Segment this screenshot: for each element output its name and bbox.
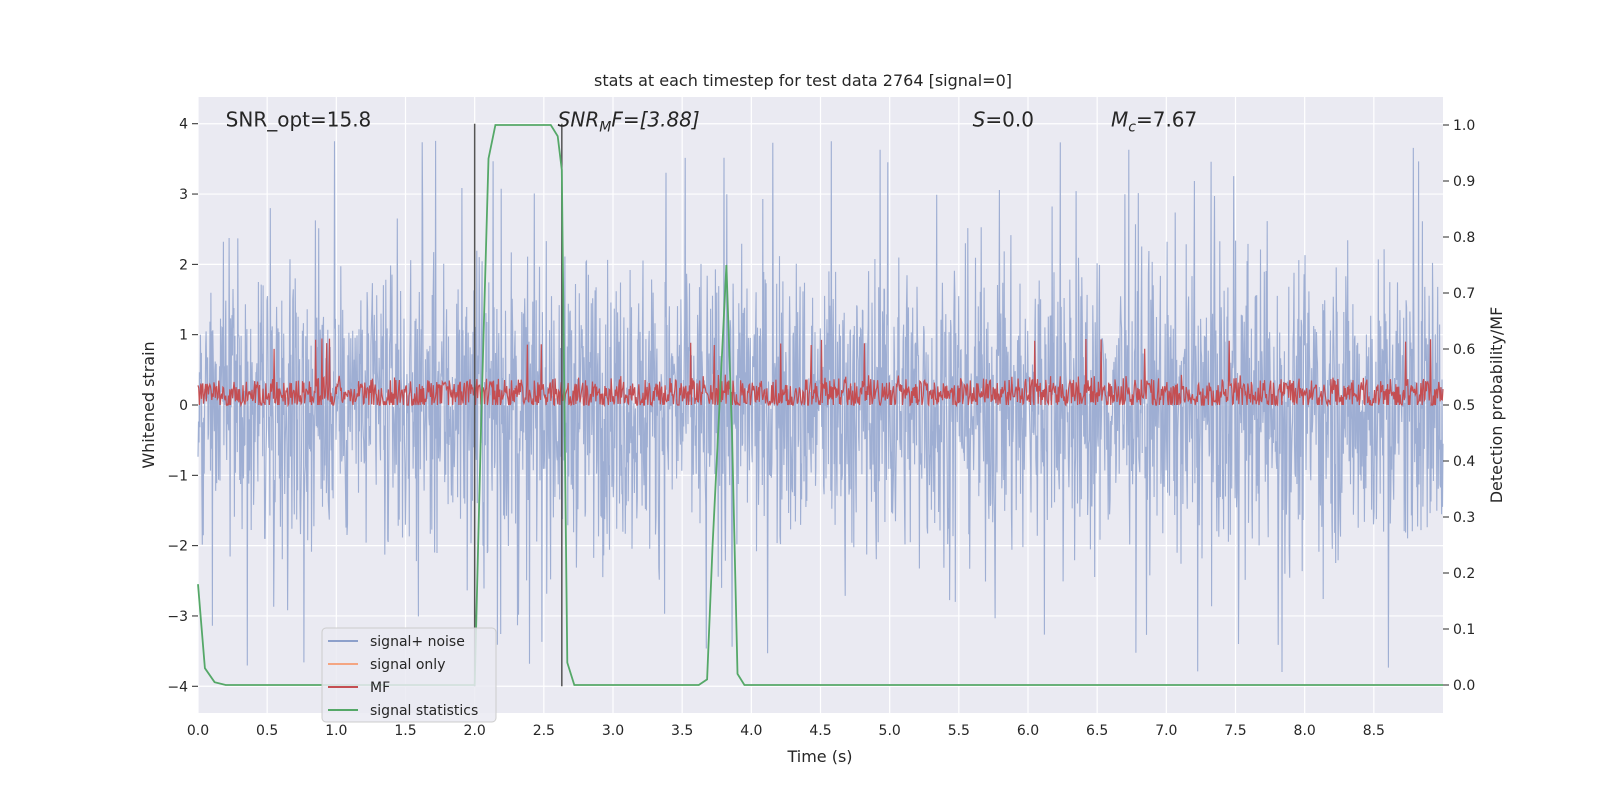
y-left-tick-label: 4 [179, 117, 188, 133]
chart-title: stats at each timestep for test data 276… [594, 71, 1012, 90]
y-right-tick-label: 0.9 [1453, 174, 1475, 190]
x-tick-label: 7.5 [1224, 723, 1246, 739]
annotation-1: SNRMF=[3.88] [558, 108, 700, 136]
y-right-tick-label: 0.0 [1453, 678, 1475, 694]
x-tick-label: 3.5 [671, 723, 693, 739]
x-tick-label: 5.5 [948, 723, 970, 739]
x-tick-label: 5.0 [879, 723, 901, 739]
annotation-2: S=0.0 [973, 108, 1034, 132]
x-tick-label: 6.5 [1086, 723, 1108, 739]
y-left-tick-label: 2 [179, 257, 188, 273]
annotation-suffix: F=[3.88] [611, 108, 699, 132]
y-right-tick-label: 0.4 [1453, 454, 1475, 470]
x-tick-label: 3.0 [602, 723, 624, 739]
y-left-tick-label: −4 [167, 679, 188, 695]
legend-entry-label: MF [370, 680, 390, 696]
x-tick-label: 0.5 [256, 723, 278, 739]
y-right-tick-label: 0.6 [1453, 342, 1475, 358]
annotation-main: S [973, 108, 986, 132]
x-tick-label: 4.5 [809, 723, 831, 739]
annotation-3: Mc=7.67 [1111, 108, 1197, 136]
annotation-subscript: c [1128, 120, 1136, 136]
x-tick-label: 1.5 [394, 723, 416, 739]
y-left-tick-label: −1 [167, 468, 188, 484]
y-right-axis-label: Detection probability/MF [1487, 307, 1506, 504]
annotations: SNR_opt=15.8 SNRMF=[3.88] S=0.0 Mc=7.67 [226, 108, 1198, 136]
y-right-tick-label: 0.1 [1453, 622, 1475, 638]
annotation-0: SNR_opt=15.8 [226, 108, 372, 132]
signal-plus-noise-line [197, 140, 1444, 673]
x-tick-label: 7.0 [1155, 723, 1177, 739]
x-tick-label: 8.0 [1294, 723, 1316, 739]
y-right-tick-label: 0.3 [1453, 510, 1475, 526]
x-tick-label: 4.0 [740, 723, 762, 739]
y-right-tick-label: 1.0 [1453, 118, 1475, 134]
signal-plus-noise-series [197, 140, 1444, 673]
y-left-tick-label: 0 [179, 398, 188, 414]
x-tick-label: 6.0 [1017, 723, 1039, 739]
y-left-tick-label: 3 [179, 187, 188, 203]
annotation-main: M [1111, 108, 1128, 132]
y-left-axis-label: Whitened strain [139, 341, 158, 468]
x-tick-label: 1.0 [325, 723, 347, 739]
y-left-tick-label: −2 [167, 539, 188, 555]
mf-line [197, 338, 1444, 408]
legend-entry-label: signal+ noise [370, 634, 465, 650]
y-right-tick-label: 0.8 [1453, 230, 1475, 246]
y-left-tick-label: 1 [179, 328, 188, 344]
y-right-tick-label: 0.7 [1453, 286, 1475, 302]
x-tick-label: 0.0 [187, 723, 209, 739]
x-tick-label: 2.5 [533, 723, 555, 739]
y-left-tick-label: −3 [167, 609, 188, 625]
legend-box [321, 627, 497, 723]
x-tick-label: 2.0 [464, 723, 486, 739]
y-left-axis-ticks: −4 −3 −2 −1 0 1 2 3 4 [167, 117, 198, 695]
legend: signal+ noise signal only MF signal statist… [321, 627, 497, 723]
annotation-subscript: M [599, 120, 611, 136]
annotation-main: SNR_opt=15.8 [226, 108, 372, 132]
y-right-tick-label: 0.5 [1453, 398, 1475, 414]
legend-entry-label: signal statistics [370, 703, 478, 719]
annotation-suffix: =0.0 [985, 108, 1034, 132]
y-right-axis-ticks: 0.0 0.1 0.2 0.3 0.4 0.5 0.6 0.7 0.8 0.9 1.0 [1443, 118, 1475, 694]
legend-entry-label: signal only [370, 657, 445, 673]
x-axis-ticks: 0.0 0.5 1.0 1.5 2.0 2.5 3.0 3.5 4.0 4.5 5.0 5.5 6.0 6… [187, 723, 1385, 739]
annotation-main: SNR [558, 108, 600, 132]
x-axis-label: Time (s) [786, 747, 852, 766]
x-tick-label: 8.5 [1363, 723, 1385, 739]
annotation-suffix: =7.67 [1136, 108, 1197, 132]
mf-series [197, 338, 1444, 408]
y-right-tick-label: 0.2 [1453, 566, 1475, 582]
